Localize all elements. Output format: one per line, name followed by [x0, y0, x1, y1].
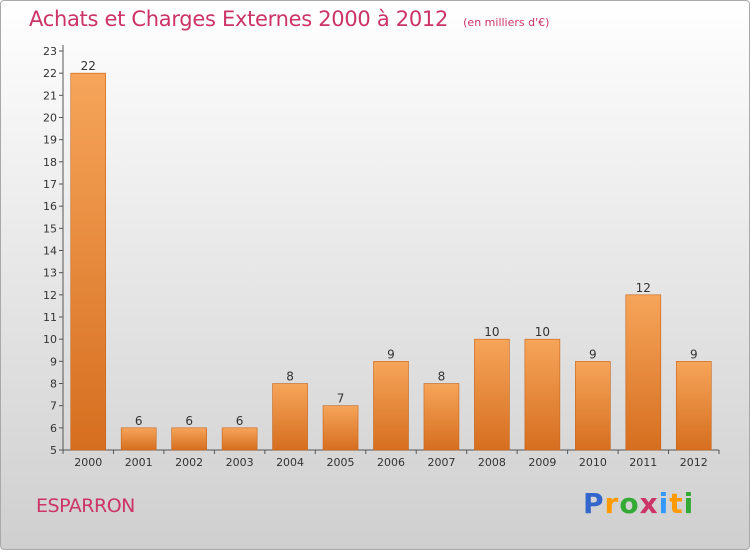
x-label-2010: 2010	[579, 456, 607, 469]
y-tick-label: 11	[43, 311, 57, 324]
value-label-2011: 12	[636, 281, 651, 295]
chart-title: Achats et Charges Externes 2000 à 2012	[29, 7, 449, 31]
logo-letter: r	[604, 487, 620, 520]
y-tick-label: 15	[43, 222, 57, 235]
y-tick-label: 16	[43, 200, 57, 213]
value-label-2000: 22	[81, 59, 96, 73]
x-label-2000: 2000	[74, 456, 102, 469]
bar-2012	[675, 361, 712, 451]
logo-letter: t	[669, 487, 684, 520]
x-label-2003: 2003	[226, 456, 254, 469]
commune-name: ESPARRON	[36, 495, 135, 517]
bar-2010	[575, 361, 611, 451]
y-tick-label: 9	[50, 355, 57, 368]
value-label-2005: 7	[337, 392, 345, 406]
bar-2006	[373, 361, 409, 451]
x-label-2004: 2004	[276, 456, 304, 469]
logo-letter: i	[658, 487, 670, 520]
y-tick-label: 21	[43, 89, 57, 102]
y-tick-label: 7	[50, 400, 57, 413]
bar-2008	[474, 338, 510, 451]
chart-subtitle: (en milliers d'€)	[463, 16, 550, 29]
value-label-2008: 10	[484, 325, 499, 339]
value-label-2010: 9	[589, 347, 597, 361]
y-tick-label: 23	[43, 45, 57, 58]
bar-2004	[272, 383, 308, 451]
value-label-2012: 9	[690, 347, 698, 361]
logo-letter: o	[619, 487, 640, 520]
y-tick-label: 20	[43, 112, 57, 125]
y-tick-label: 13	[43, 267, 57, 280]
y-tick-label: 17	[43, 178, 57, 191]
bar-2003	[221, 427, 258, 451]
y-tick-label: 18	[43, 156, 57, 169]
x-label-2005: 2005	[327, 456, 355, 469]
value-label-2006: 9	[387, 347, 395, 361]
bar-2001	[120, 427, 157, 451]
y-tick-label: 19	[43, 134, 57, 147]
value-label-2001: 6	[135, 414, 143, 428]
x-label-2012: 2012	[680, 456, 708, 469]
value-label-2004: 8	[286, 370, 294, 384]
y-tick-label: 22	[43, 67, 57, 80]
y-tick-label: 6	[50, 422, 57, 435]
logo-letter: x	[639, 487, 659, 520]
y-tick-label: 14	[43, 245, 57, 258]
logo-letter: i	[683, 487, 695, 520]
bar-2009	[524, 338, 561, 451]
value-label-2002: 6	[185, 414, 193, 428]
logo-letter: P	[583, 487, 605, 520]
y-tick-label: 8	[50, 378, 57, 391]
x-label-2002: 2002	[175, 456, 203, 469]
x-label-2011: 2011	[629, 456, 657, 469]
title-row: Achats et Charges Externes 2000 à 2012 (…	[29, 7, 549, 31]
x-label-2008: 2008	[478, 456, 506, 469]
x-label-2009: 2009	[528, 456, 556, 469]
value-label-2007: 8	[438, 370, 446, 384]
y-tick-label: 12	[43, 289, 57, 302]
y-tick-label: 5	[50, 444, 57, 457]
y-tick-label: 10	[43, 333, 57, 346]
proxiti-logo[interactable]: Proxiti	[583, 487, 694, 520]
value-label-2009: 10	[535, 325, 550, 339]
bar-2002	[171, 427, 207, 451]
bar-2000	[70, 72, 107, 451]
bar-2011	[625, 294, 662, 451]
x-label-2001: 2001	[125, 456, 153, 469]
value-label-2003: 6	[236, 414, 244, 428]
bar-2007	[423, 383, 460, 451]
x-label-2006: 2006	[377, 456, 405, 469]
bar-2005	[322, 405, 359, 451]
x-label-2007: 2007	[427, 456, 455, 469]
